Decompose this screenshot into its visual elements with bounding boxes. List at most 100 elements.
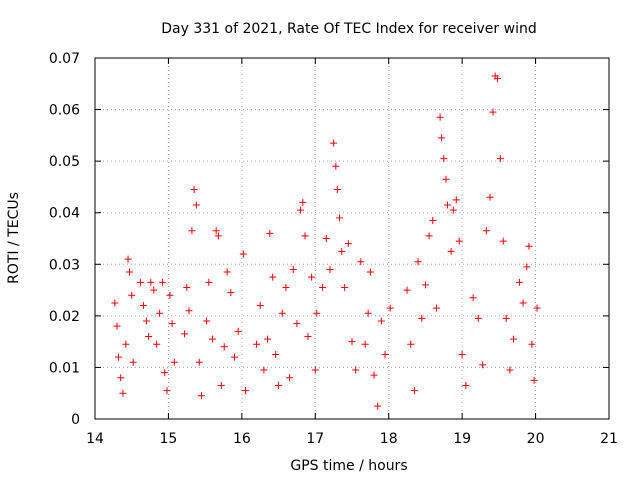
data-point bbox=[533, 304, 541, 312]
data-point bbox=[449, 206, 457, 214]
data-point bbox=[326, 265, 334, 273]
data-point bbox=[156, 309, 164, 317]
chart-title: Day 331 of 2021, Rate Of TEC Index for r… bbox=[161, 21, 536, 37]
data-point bbox=[506, 366, 514, 374]
data-point bbox=[269, 273, 277, 281]
data-point bbox=[129, 358, 137, 366]
data-point bbox=[336, 214, 344, 222]
data-point bbox=[499, 237, 507, 245]
data-point bbox=[227, 289, 235, 297]
data-point bbox=[126, 268, 134, 276]
data-point bbox=[188, 227, 196, 235]
data-point bbox=[313, 309, 321, 317]
data-point bbox=[242, 387, 250, 395]
data-point bbox=[286, 374, 294, 382]
data-point bbox=[137, 278, 145, 286]
data-point bbox=[523, 263, 531, 271]
data-point bbox=[301, 232, 309, 240]
data-point bbox=[128, 291, 136, 299]
y-tick-label: 0.06 bbox=[49, 103, 80, 119]
plot-frame bbox=[94, 57, 610, 420]
data-point bbox=[338, 247, 346, 255]
data-point bbox=[119, 389, 127, 397]
data-point bbox=[482, 227, 490, 235]
data-point bbox=[502, 314, 510, 322]
data-points bbox=[111, 72, 541, 410]
data-point bbox=[272, 351, 280, 359]
data-point bbox=[479, 361, 487, 369]
data-point bbox=[139, 302, 147, 310]
data-point bbox=[332, 162, 340, 170]
data-point bbox=[462, 381, 470, 389]
data-point bbox=[142, 317, 150, 325]
data-point bbox=[381, 351, 389, 359]
data-point bbox=[111, 299, 119, 307]
x-axis-label: GPS time / hours bbox=[290, 458, 407, 474]
data-point bbox=[264, 335, 272, 343]
x-tick-labels: 14 15 16 17 18 19 20 21 bbox=[86, 431, 618, 447]
axis-ticks bbox=[94, 57, 610, 420]
x-tick-label: 21 bbox=[600, 431, 618, 447]
data-point bbox=[275, 381, 283, 389]
y-tick-label: 0.01 bbox=[49, 360, 80, 376]
data-point bbox=[220, 343, 228, 351]
data-point bbox=[370, 371, 378, 379]
data-point bbox=[530, 376, 538, 384]
data-point bbox=[421, 281, 429, 289]
data-point bbox=[366, 268, 374, 276]
data-point bbox=[414, 258, 422, 266]
data-point bbox=[418, 314, 426, 322]
data-point bbox=[403, 286, 411, 294]
data-point bbox=[447, 247, 455, 255]
data-point bbox=[161, 369, 169, 377]
y-tick-label: 0 bbox=[71, 412, 80, 428]
x-tick-label: 20 bbox=[527, 431, 545, 447]
data-point bbox=[410, 387, 418, 395]
data-point bbox=[297, 206, 305, 214]
data-point bbox=[357, 258, 365, 266]
data-point bbox=[124, 255, 132, 263]
data-point bbox=[181, 330, 189, 338]
data-point bbox=[443, 201, 451, 209]
data-point bbox=[163, 387, 171, 395]
data-point bbox=[205, 278, 213, 286]
x-tick-label: 17 bbox=[306, 431, 324, 447]
x-tick-label: 15 bbox=[160, 431, 178, 447]
data-point bbox=[122, 340, 130, 348]
data-point bbox=[304, 332, 312, 340]
data-point bbox=[113, 322, 121, 330]
data-point bbox=[114, 353, 122, 361]
y-axis-label: ROTI / TECUs bbox=[6, 192, 22, 284]
data-point bbox=[117, 374, 125, 382]
data-point bbox=[282, 283, 290, 291]
data-point bbox=[442, 175, 450, 183]
data-point bbox=[377, 317, 385, 325]
data-point bbox=[386, 304, 394, 312]
data-point bbox=[185, 307, 193, 315]
data-point bbox=[469, 294, 477, 302]
data-point bbox=[170, 358, 178, 366]
data-point bbox=[436, 113, 444, 121]
y-tick-label: 0.03 bbox=[49, 257, 80, 273]
data-point bbox=[159, 278, 167, 286]
data-point bbox=[147, 278, 155, 286]
x-tick-label: 16 bbox=[233, 431, 251, 447]
data-point bbox=[208, 335, 216, 343]
data-point bbox=[197, 392, 205, 400]
x-tick-label: 19 bbox=[453, 431, 471, 447]
data-point bbox=[474, 314, 482, 322]
grid bbox=[95, 58, 609, 419]
data-point bbox=[330, 139, 338, 147]
data-point bbox=[322, 235, 330, 242]
data-point bbox=[203, 317, 211, 325]
data-point bbox=[217, 381, 225, 389]
data-point bbox=[510, 335, 518, 343]
y-tick-label: 0.05 bbox=[49, 154, 80, 170]
data-point bbox=[407, 340, 415, 348]
data-point bbox=[361, 340, 369, 348]
data-point bbox=[496, 155, 504, 163]
data-point bbox=[311, 366, 319, 374]
data-point bbox=[168, 320, 176, 328]
data-point bbox=[333, 186, 341, 194]
